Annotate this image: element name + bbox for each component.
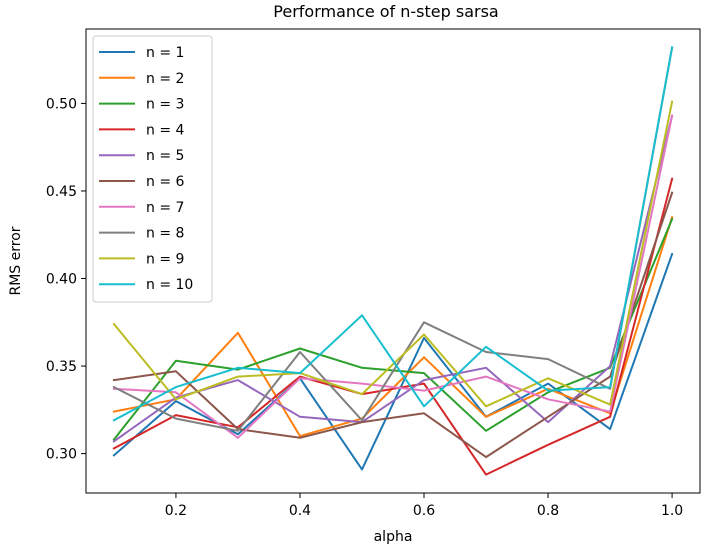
x-axis-ticks: 0.2 0.4 0.6 0.8 1.0 bbox=[165, 493, 683, 519]
series-lines bbox=[112, 46, 674, 476]
legend: n = 1 n = 2 n = 3 n = 4 n = 5 n = 6 n = 7 n = 8… bbox=[92, 35, 213, 303]
x-tick-label: 0.8 bbox=[537, 503, 559, 519]
legend-label-n8: n = 8 bbox=[146, 226, 184, 242]
series-line-n10 bbox=[112, 46, 674, 422]
legend-label-n3: n = 3 bbox=[146, 97, 184, 113]
series-line-n8 bbox=[112, 46, 674, 432]
y-axis-ticks: 0.30 0.35 0.40 0.45 0.50 bbox=[46, 96, 86, 463]
y-tick-label: 0.35 bbox=[46, 359, 77, 375]
y-tick-label: 0.45 bbox=[46, 184, 77, 200]
plot-frame bbox=[85, 28, 701, 494]
legend-label-n4: n = 4 bbox=[146, 122, 185, 138]
series-line-n6 bbox=[112, 191, 674, 459]
y-tick-label: 0.50 bbox=[46, 96, 77, 112]
legend-label-n5: n = 5 bbox=[146, 148, 184, 164]
y-tick-label: 0.40 bbox=[46, 272, 77, 288]
legend-label-n9: n = 9 bbox=[146, 251, 184, 267]
legend-label-n6: n = 6 bbox=[146, 174, 185, 190]
y-tick-label: 0.30 bbox=[46, 447, 77, 463]
x-tick-label: 0.2 bbox=[165, 503, 187, 519]
x-axis-label: alpha bbox=[374, 529, 413, 545]
series-line-n4 bbox=[112, 177, 674, 476]
x-tick-label: 0.4 bbox=[289, 503, 311, 519]
series-line-n7 bbox=[112, 114, 674, 439]
legend-label-n1: n = 1 bbox=[146, 45, 184, 61]
series-line-n9 bbox=[112, 100, 674, 408]
x-tick-label: 1.0 bbox=[661, 503, 683, 519]
legend-label-n7: n = 7 bbox=[146, 200, 184, 216]
chart-title: Performance of n-step sarsa bbox=[273, 2, 498, 21]
legend-box bbox=[92, 35, 213, 303]
legend-label-n10: n = 10 bbox=[146, 277, 193, 293]
x-tick-label: 0.6 bbox=[413, 503, 435, 519]
y-axis-label: RMS error bbox=[8, 226, 24, 295]
legend-label-n2: n = 2 bbox=[146, 71, 184, 87]
